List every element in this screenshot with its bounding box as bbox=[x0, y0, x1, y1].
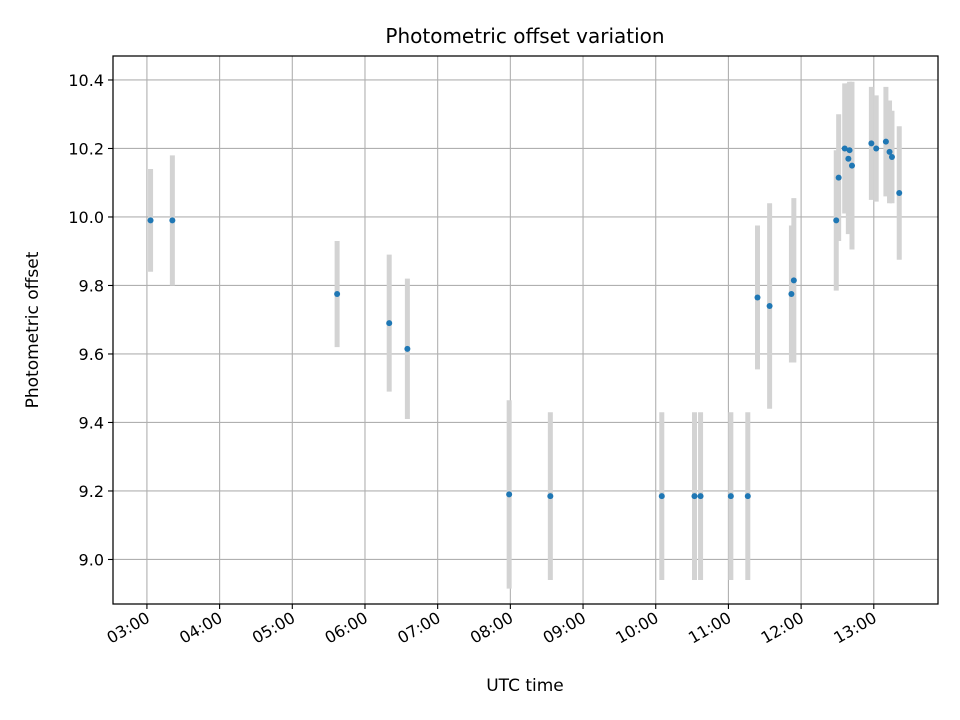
data-point bbox=[547, 493, 554, 500]
data-point bbox=[888, 154, 895, 161]
data-point bbox=[691, 493, 698, 500]
y-tick-label: 9.8 bbox=[79, 276, 104, 295]
chart-title: Photometric offset variation bbox=[385, 24, 664, 48]
data-point bbox=[766, 303, 773, 310]
data-point bbox=[873, 145, 880, 152]
data-point bbox=[868, 140, 875, 147]
data-point bbox=[841, 145, 848, 152]
data-point bbox=[386, 320, 393, 327]
data-point bbox=[334, 291, 341, 298]
y-tick-label: 9.2 bbox=[79, 482, 104, 501]
data-point bbox=[848, 162, 855, 169]
data-point bbox=[833, 217, 840, 224]
data-point bbox=[727, 493, 734, 500]
data-point bbox=[169, 217, 176, 224]
data-point bbox=[882, 138, 889, 145]
data-point bbox=[788, 291, 795, 298]
data-point bbox=[744, 493, 751, 500]
grid bbox=[113, 56, 938, 604]
data-point bbox=[835, 174, 842, 181]
y-tick-label: 10.2 bbox=[68, 139, 104, 158]
data-points bbox=[147, 138, 903, 500]
plot-frame bbox=[112, 55, 939, 605]
data-point bbox=[404, 345, 411, 352]
y-tick-label: 9.0 bbox=[79, 550, 104, 569]
y-tick-label: 9.4 bbox=[79, 413, 104, 432]
data-point bbox=[790, 277, 797, 284]
data-point bbox=[846, 147, 853, 154]
data-point bbox=[886, 148, 893, 155]
data-point bbox=[845, 155, 852, 162]
data-point bbox=[896, 190, 903, 196]
y-tick-label: 9.6 bbox=[79, 345, 104, 364]
y-tick-label: 10.0 bbox=[68, 208, 104, 227]
data-point bbox=[147, 217, 154, 224]
y-axis: 9.0 9.2 9.4 9.6 9.8 10.0 10.2 10.4 bbox=[68, 71, 113, 569]
data-point bbox=[754, 294, 761, 301]
y-axis-title: Photometric offset bbox=[23, 251, 43, 408]
x-axis-title: UTC time bbox=[486, 676, 564, 696]
data-point bbox=[506, 491, 513, 498]
y-tick-label: 10.4 bbox=[68, 71, 104, 90]
data-point bbox=[697, 493, 704, 500]
data-point bbox=[658, 493, 665, 500]
